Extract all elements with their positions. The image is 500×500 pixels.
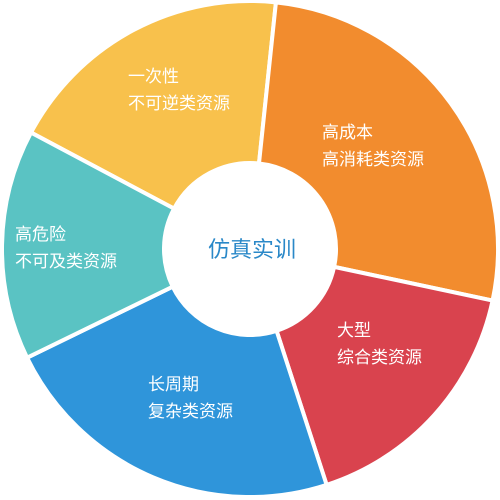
segment-label-1: 一次性不可逆类资源 (128, 67, 230, 114)
center-circle (164, 163, 336, 335)
segment-label-line: 大型 (337, 321, 371, 341)
segment-label-line: 不可逆类资源 (128, 94, 230, 114)
center-label: 仿真实训 (208, 238, 296, 263)
segment-label-line: 复杂类资源 (148, 402, 233, 422)
segment-label-line: 长周期 (148, 375, 199, 395)
segment-label-5: 高危险不可及类资源 (15, 225, 117, 272)
segment-label-line: 不可及类资源 (15, 252, 117, 272)
segment-label-line: 高消耗类资源 (322, 150, 424, 170)
segment-label-3: 大型综合类资源 (337, 321, 422, 368)
segment-label-line: 一次性 (128, 67, 179, 87)
segment-label-line: 高危险 (15, 225, 66, 245)
segment-label-line: 高成本 (322, 123, 373, 143)
segment-label-line: 综合类资源 (337, 348, 422, 368)
segment-label-4: 长周期复杂类资源 (148, 375, 233, 422)
segment-label-2: 高成本高消耗类资源 (322, 123, 424, 170)
